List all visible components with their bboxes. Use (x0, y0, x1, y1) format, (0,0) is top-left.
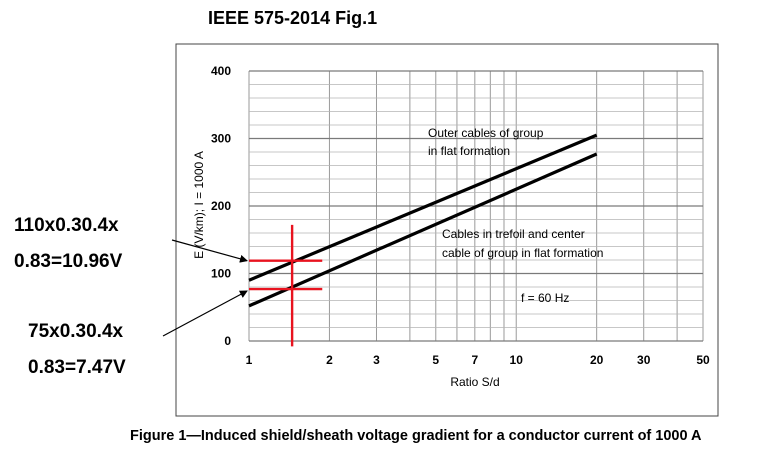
series-line-2 (248, 152, 598, 308)
y-tick-label: 400 (211, 64, 231, 78)
x-tick-label: 50 (696, 353, 710, 367)
series-label-outer-line1: Outer cables of group (428, 126, 544, 140)
y-tick-label: 200 (211, 199, 231, 213)
annotation-lower-line1: 75x0.30.4x (28, 321, 124, 342)
annotation-lower-line2: 0.83=7.47V (28, 357, 126, 378)
series-label-trefoil-line1: Cables in trefoil and center (442, 227, 585, 241)
series-line-1 (248, 133, 598, 282)
x-tick-label: 30 (637, 353, 651, 367)
x-tick-label: 20 (590, 353, 604, 367)
annotation-pointer-lower (162, 290, 248, 337)
x-axis-title: Ratio S/d (450, 375, 499, 389)
frequency-note: f = 60 Hz (521, 291, 569, 305)
annotation-upper-line2: 0.83=10.96V (14, 251, 123, 272)
x-tick-label: 7 (471, 353, 478, 367)
y-tick-label: 100 (211, 267, 231, 281)
x-tick-label: 1 (246, 353, 253, 367)
series-label-outer-line2: in flat formation (428, 144, 510, 158)
chart-frame (175, 43, 719, 417)
x-tick-label: 3 (373, 353, 380, 367)
series-label-trefoil-line2: cable of group in flat formation (442, 246, 603, 260)
x-tick-label: 10 (510, 353, 524, 367)
x-tick-label: 5 (432, 353, 439, 367)
figure-caption: Figure 1—Induced shield/sheath voltage g… (130, 428, 702, 444)
y-axis-title: E (V/km); I = 1000 A (192, 151, 206, 259)
x-tick-label: 2 (326, 353, 333, 367)
figure-source-title: IEEE 575-2014 Fig.1 (208, 8, 378, 28)
y-tick-label: 0 (224, 334, 231, 348)
y-tick-label: 300 (211, 132, 231, 146)
annotation-pointer-upper (171, 239, 248, 263)
annotation-upper-line1: 110x0.30.4x (14, 215, 119, 236)
